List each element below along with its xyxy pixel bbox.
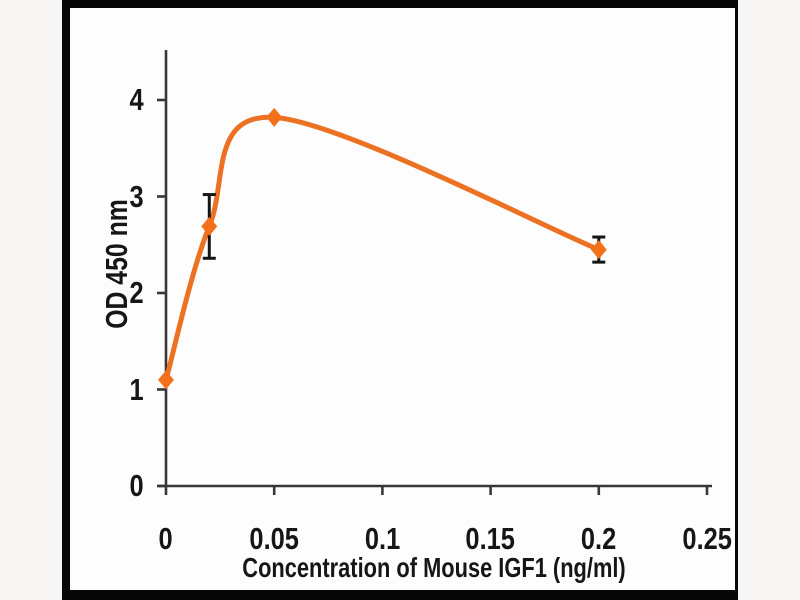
y-tick-label: 4 [129, 82, 145, 117]
x-tick-label: 0.05 [249, 521, 299, 556]
x-tick-label: 0.1 [364, 521, 401, 556]
x-axis-title: Concentration of Mouse IGF1 (ng/ml) [188, 552, 680, 584]
data-point-marker [158, 370, 174, 390]
y-tick-label: 1 [129, 371, 145, 407]
chart-frame [62, 0, 738, 600]
x-tick-label: 0.15 [465, 521, 516, 556]
y-axis-title: OD 450 nm [99, 183, 135, 345]
data-point-marker [590, 240, 607, 260]
x-tick-label: 0 [158, 521, 174, 556]
y-axis-title-text: OD 450 nm [99, 199, 134, 329]
y-tick-label: 2 [129, 275, 145, 310]
x-axis-title-text: Concentration of Mouse IGF1 (ng/ml) [242, 552, 626, 583]
data-point-marker [266, 107, 283, 127]
y-tick-label: 0 [129, 468, 145, 503]
data-point-marker [201, 216, 218, 236]
series-curve [163, 114, 602, 383]
y-tick-label: 3 [129, 178, 145, 214]
x-tick-label: 0.25 [682, 521, 732, 556]
x-tick-label: 0.2 [581, 521, 617, 556]
